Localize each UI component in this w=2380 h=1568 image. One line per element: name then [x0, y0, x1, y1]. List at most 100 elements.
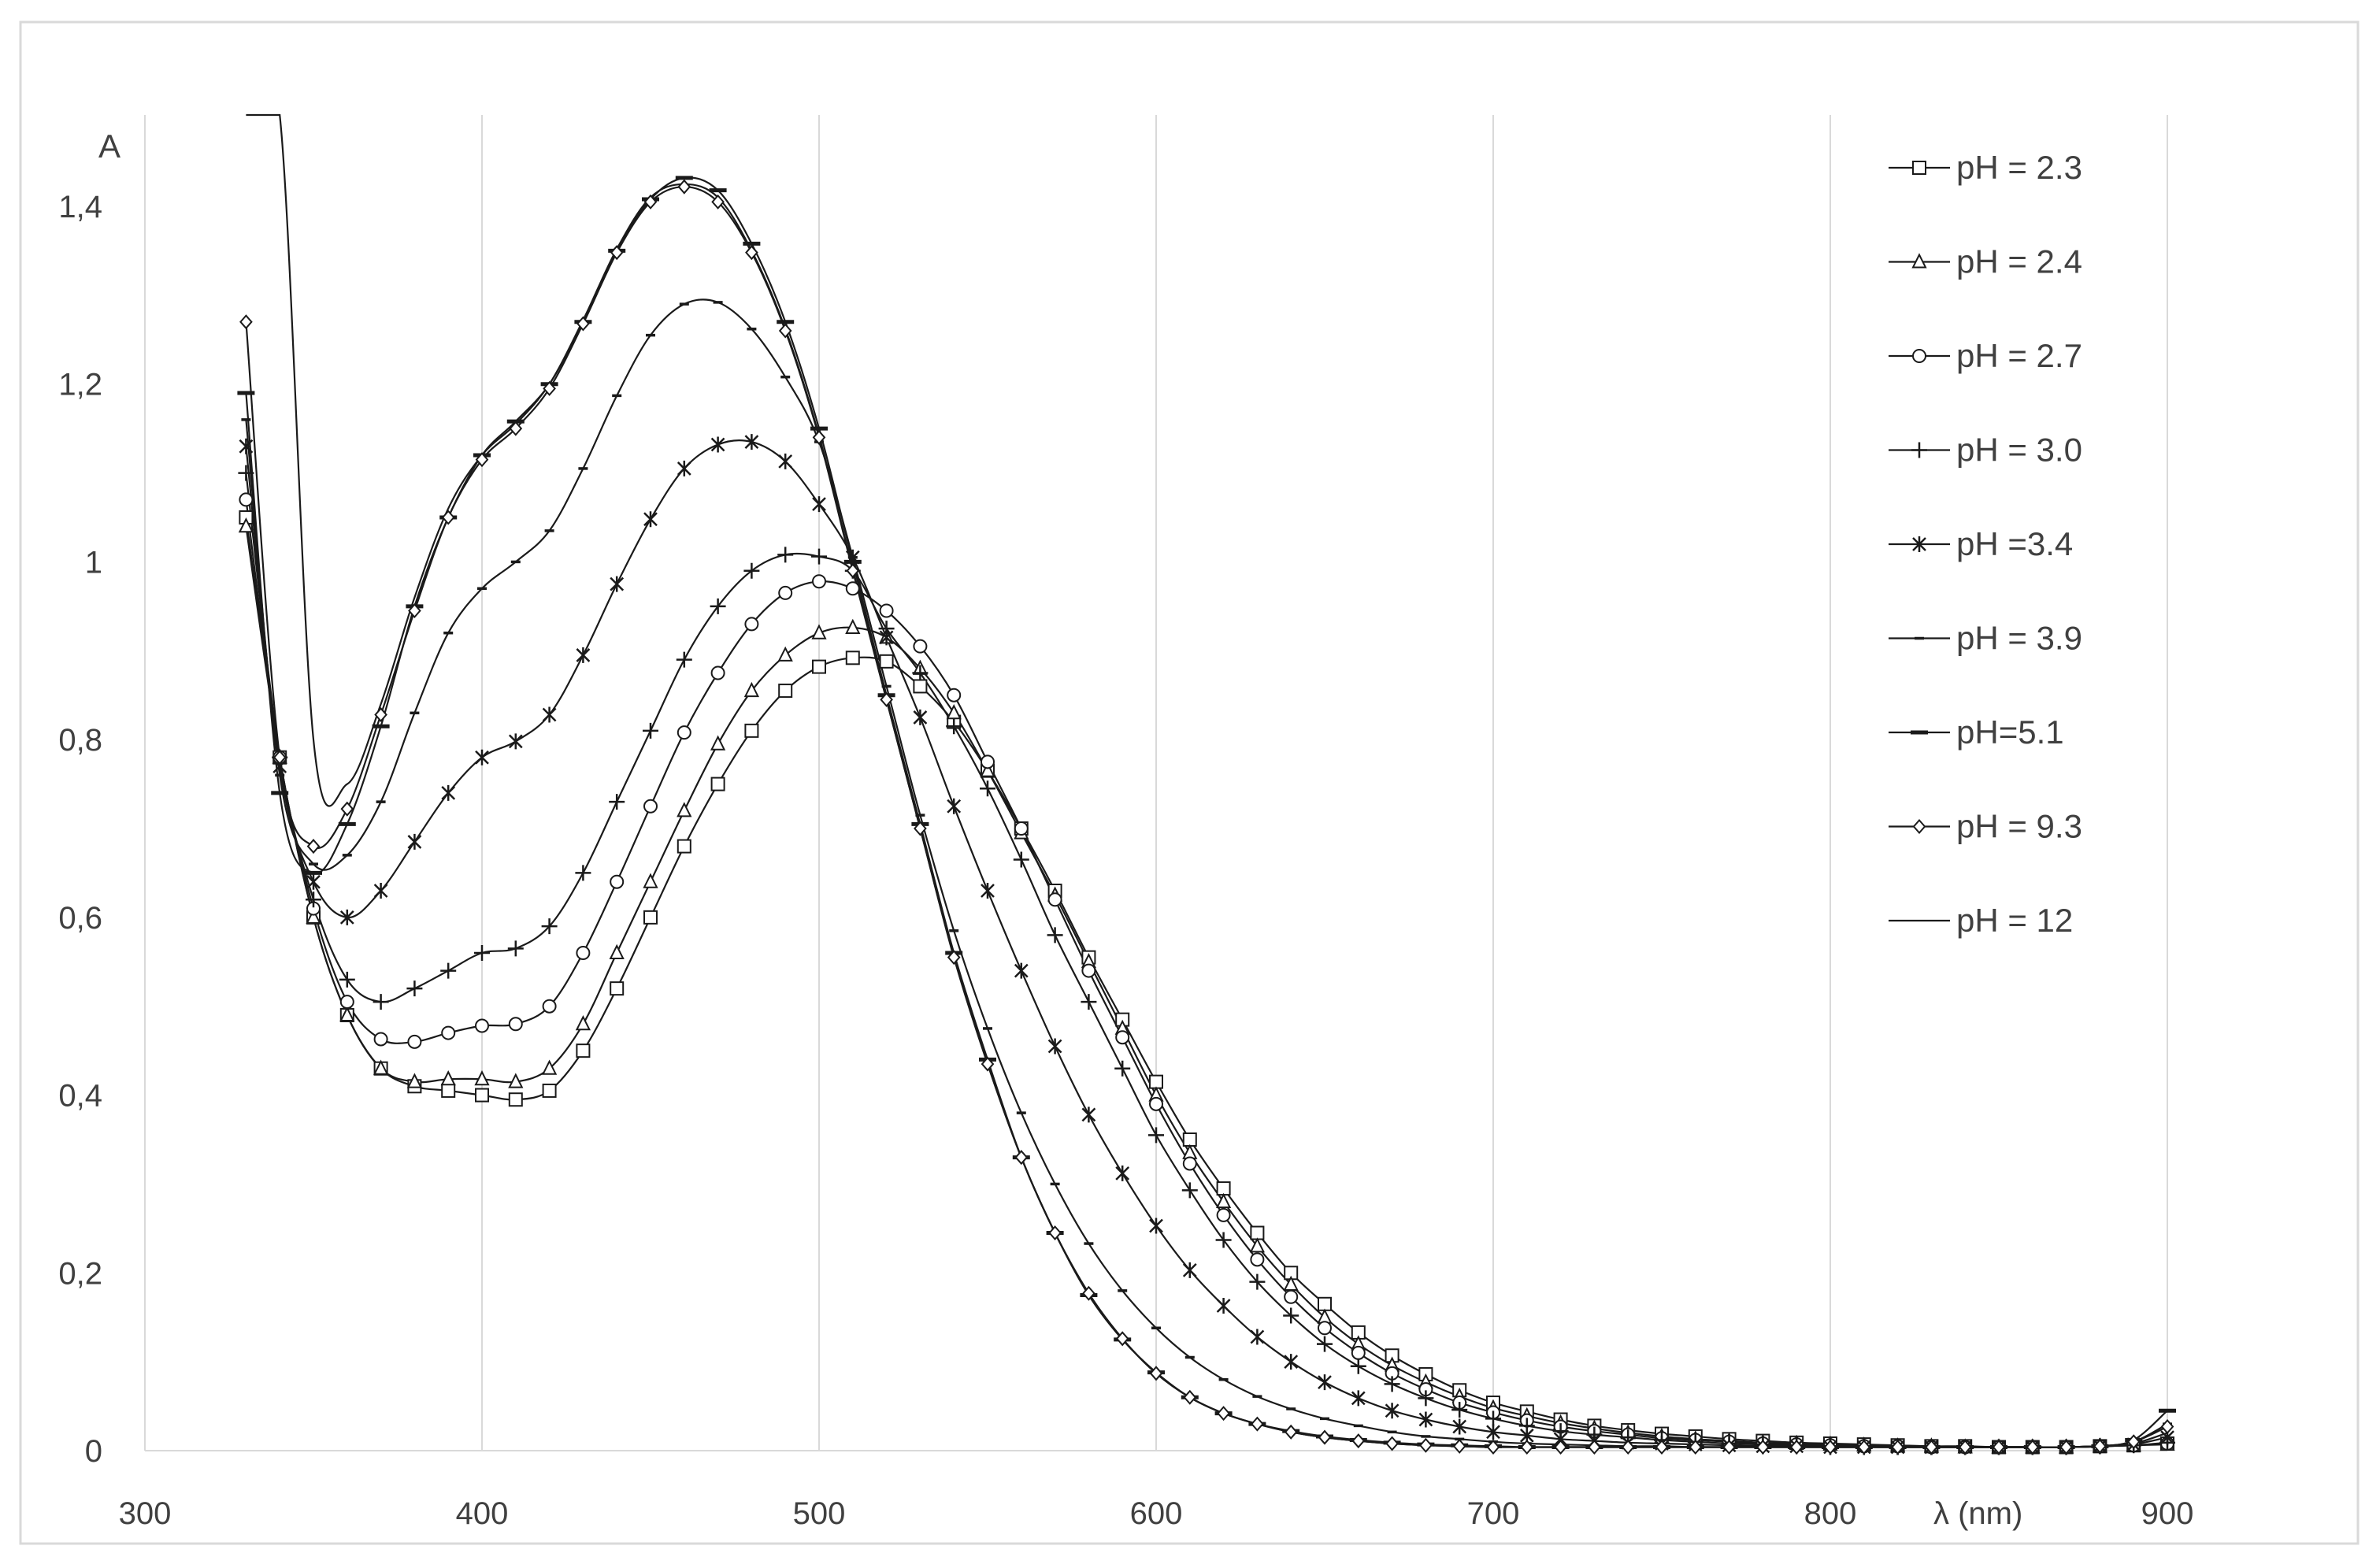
legend-marker: [1912, 161, 1926, 175]
data-point-2: [576, 946, 591, 960]
data-point-2: [879, 603, 894, 618]
legend-item-7: pH = 9.3: [1889, 808, 2082, 845]
data-point-2: [947, 688, 962, 702]
data-point-4: [879, 629, 894, 646]
data-point-4: [1452, 1418, 1467, 1435]
data-point-0: [643, 910, 658, 925]
data-point-3: [1114, 1060, 1131, 1077]
data-point-7: [1419, 1437, 1433, 1453]
legend-marker: [1911, 253, 1927, 269]
data-point-7: [914, 821, 927, 836]
data-point-7: [543, 380, 556, 396]
data-point-2: [1284, 1289, 1299, 1304]
data-point-4: [1182, 1262, 1197, 1278]
axis-labels: 300 400 500 600 700 800 900 0 0,2 0,4 0,6 0,8 1 1,2 1,…: [58, 190, 2193, 1531]
data-point-4: [475, 749, 489, 765]
data-point-3: [743, 562, 760, 579]
y-tick-label: 1,2: [58, 368, 102, 402]
data-point-7: [2160, 1419, 2174, 1435]
data-point-4: [306, 873, 321, 890]
data-point-3: [1418, 1390, 1434, 1407]
data-point-1: [811, 624, 827, 639]
data-point-7: [1082, 1285, 1095, 1301]
data-point-4: [373, 883, 388, 899]
x-tick-label: 300: [119, 1496, 172, 1531]
data-point-1: [609, 943, 625, 959]
data-point-0: [879, 654, 894, 669]
data-point-7: [1284, 1424, 1298, 1440]
data-point-7: [711, 194, 725, 209]
data-point-0: [744, 723, 759, 738]
data-point-7: [1925, 1439, 1938, 1455]
data-point-1: [575, 1015, 591, 1031]
data-point-1: [306, 908, 321, 924]
data-point-2: [407, 1034, 422, 1049]
data-point-4: [1385, 1403, 1399, 1419]
data-point-0: [475, 1088, 489, 1103]
data-point-0: [508, 1092, 523, 1107]
x-tick-label: 900: [2141, 1496, 2194, 1531]
data-point-0: [1182, 1132, 1197, 1147]
data-point-7: [306, 839, 321, 854]
data-point-4: [576, 647, 591, 663]
data-point-3: [1047, 927, 1063, 943]
data-point-2: [677, 725, 691, 740]
data-point-7: [340, 801, 354, 817]
legend-label: pH = 9.3: [1956, 808, 2082, 845]
legend: pH = 2.3 pH = 2.4 pH = 2.7 pH = 3.0 pH =3.4 p…: [1889, 149, 2082, 939]
data-point-7: [1385, 1436, 1399, 1451]
data-point-7: [1992, 1439, 2006, 1455]
data-point-4: [1318, 1374, 1332, 1391]
data-point-7: [1554, 1439, 1567, 1455]
data-point-1: [508, 1073, 524, 1088]
data-point-7: [1520, 1439, 1534, 1455]
data-point-2: [542, 999, 557, 1014]
data-point-3: [980, 780, 995, 797]
legend-item-8: pH = 12: [1889, 902, 2073, 939]
legend-marker: [1912, 349, 1926, 363]
data-point-4: [1014, 962, 1029, 979]
data-point-2: [744, 617, 759, 632]
data-point-3: [1451, 1402, 1468, 1418]
x-tick-label: 800: [1804, 1496, 1857, 1531]
data-point-3: [1215, 1232, 1232, 1248]
data-point-4: [913, 709, 928, 725]
data-point-7: [509, 421, 523, 436]
data-point-1: [406, 1073, 423, 1088]
x-tick-label: 600: [1130, 1496, 1183, 1531]
data-point-3: [811, 548, 827, 565]
y-axis-label: A: [98, 128, 120, 165]
data-point-7: [947, 950, 961, 966]
y-tick-label: 0,8: [58, 723, 102, 758]
legend-marker: [1912, 818, 1926, 835]
data-point-4: [610, 576, 625, 592]
data-point-4: [744, 434, 759, 450]
data-point-4: [710, 436, 725, 453]
data-point-0: [778, 684, 793, 699]
y-tick-label: 1,4: [58, 190, 102, 224]
data-point-4: [1047, 1038, 1062, 1055]
data-point-3: [676, 651, 692, 668]
data-point-7: [1351, 1433, 1366, 1449]
legend-label: pH = 12: [1956, 902, 2073, 939]
data-point-7: [2093, 1438, 2107, 1454]
data-point-3: [1081, 994, 1097, 1010]
data-point-2: [1216, 1207, 1231, 1222]
data-point-7: [880, 691, 893, 707]
data-point-4: [1351, 1390, 1366, 1407]
data-point-7: [2059, 1439, 2073, 1455]
data-point-2: [1081, 963, 1096, 978]
legend-label: pH = 2.4: [1956, 243, 2082, 280]
data-point-1: [1215, 1192, 1232, 1208]
legend-item-3: pH = 3.0: [1889, 432, 2082, 469]
x-tick-label: 700: [1467, 1496, 1520, 1531]
data-point-7: [1149, 1366, 1163, 1381]
data-point-2: [441, 1025, 456, 1040]
legend-label: pH = 2.3: [1956, 149, 2082, 186]
data-point-2: [1318, 1321, 1332, 1336]
data-point-1: [845, 618, 861, 634]
data-point-3: [1249, 1273, 1266, 1290]
x-tick-label: 400: [456, 1496, 509, 1531]
legend-marker: [1911, 442, 1927, 458]
data-point-3: [609, 794, 625, 810]
